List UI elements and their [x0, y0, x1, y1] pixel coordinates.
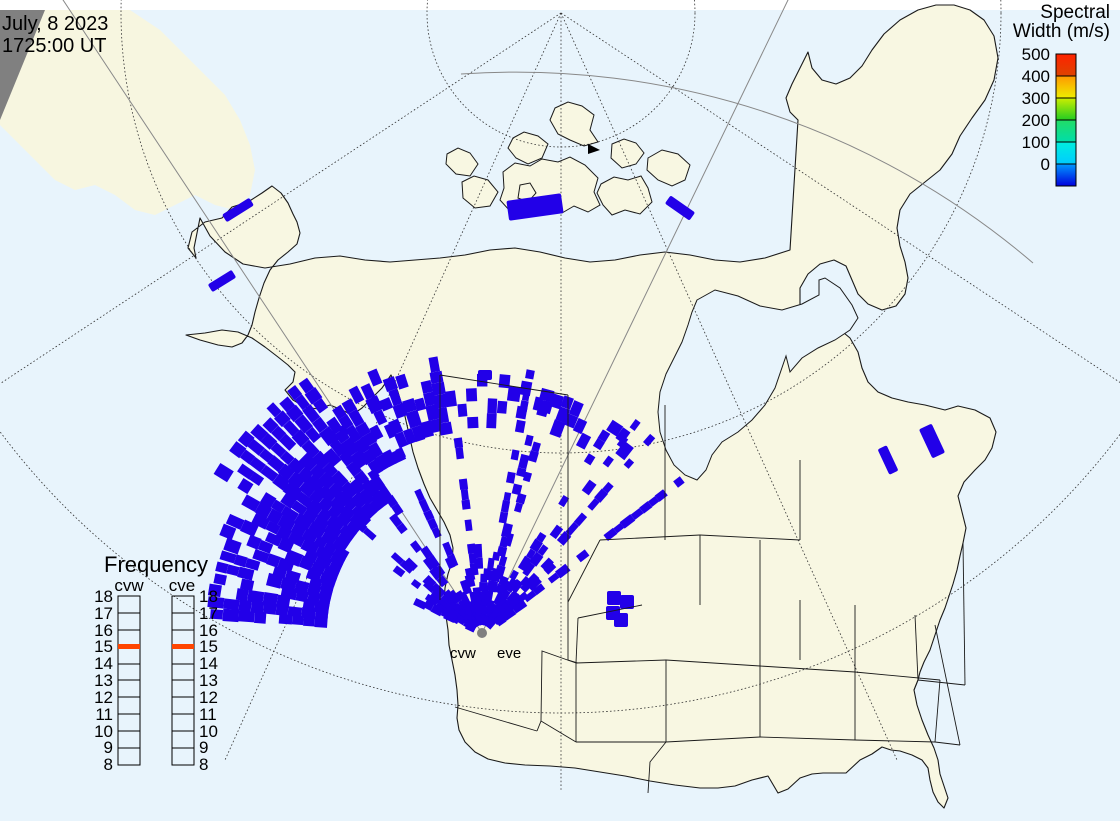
- svg-text:0: 0: [1041, 155, 1050, 174]
- svg-text:eve: eve: [497, 645, 521, 662]
- svg-text:1725:00 UT: 1725:00 UT: [2, 35, 107, 57]
- svg-text:400: 400: [1022, 67, 1050, 86]
- svg-text:cve: cve: [169, 576, 195, 595]
- svg-text:300: 300: [1022, 89, 1050, 108]
- svg-text:cvw: cvw: [114, 576, 144, 595]
- svg-text:8: 8: [104, 755, 113, 774]
- svg-text:July, 8 2023: July, 8 2023: [2, 13, 108, 35]
- svg-text:500: 500: [1022, 45, 1050, 64]
- svg-text:cvw: cvw: [450, 645, 476, 662]
- svg-text:Spectral: Spectral: [1040, 2, 1110, 23]
- svg-text:8: 8: [199, 755, 208, 774]
- svg-text:100: 100: [1022, 133, 1050, 152]
- svg-text:Frequency: Frequency: [104, 552, 208, 577]
- svg-text:Width (m/s): Width (m/s): [1013, 21, 1110, 42]
- svg-text:200: 200: [1022, 111, 1050, 130]
